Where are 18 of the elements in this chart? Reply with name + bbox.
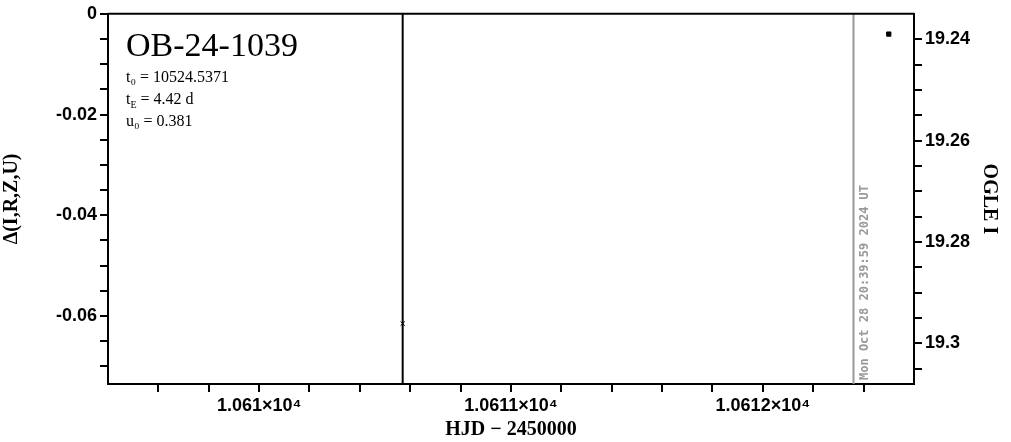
y2-tick-label: 19.26 — [924, 129, 970, 150]
y2-tick-label: 19.24 — [924, 28, 970, 49]
annotation: Mon Oct 28 20:39:59 2024 UT — [856, 184, 871, 380]
x-tick-label: 1.0612×10⁴ — [715, 394, 811, 415]
y2-axis-title: OGLE I — [979, 163, 1002, 235]
y2-tick-label: 19.28 — [924, 230, 970, 251]
x-tick-label: 1.0611×10⁴ — [464, 394, 558, 415]
y-tick-label: -0.06 — [55, 304, 97, 325]
y-tick-label: -0.04 — [55, 204, 97, 225]
y-axis-title: Δ(I,R,Z,U) — [0, 153, 23, 245]
y-tick-label: 0 — [86, 2, 97, 23]
annotation: u₀ = 0.381 — [126, 111, 193, 129]
annotation: t₀ = 10524.5371 — [126, 67, 230, 85]
y2-tick-label: 19.3 — [924, 332, 960, 353]
x-axis-title: HJD − 2450000 — [445, 417, 577, 440]
y-tick-label: -0.02 — [55, 103, 97, 124]
chart-title: OB-24-1039 — [126, 25, 298, 63]
x-tick-label: 1.061×10⁴ — [216, 394, 302, 415]
